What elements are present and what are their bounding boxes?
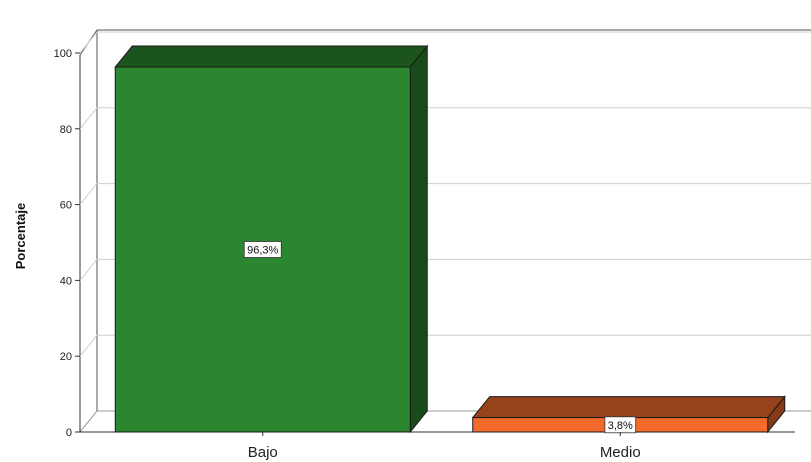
data-label-box: [243, 241, 282, 258]
y-tick-label: 80: [60, 124, 72, 136]
gridline: [79, 183, 811, 205]
gridline: [79, 107, 811, 130]
y-tick-label: 0: [66, 427, 72, 439]
bar-side-face: [409, 44, 428, 434]
bar-bajo: [114, 44, 429, 434]
y-axis-label: Porcentaje: [13, 203, 28, 269]
data-label: 3,8%: [604, 416, 637, 434]
gridline: [79, 334, 811, 357]
bars: 96,3% 3,8%: [114, 44, 786, 434]
data-label-text: 3,8%: [608, 420, 633, 432]
y-tick-label: 100: [54, 48, 72, 60]
y-tick-label: 40: [60, 275, 72, 287]
y-tick-label: 60: [60, 200, 72, 212]
gridline: [79, 31, 811, 54]
y-tick-label: 20: [60, 351, 72, 363]
bar-medio: [471, 395, 786, 434]
data-label-text: 96,3%: [247, 245, 278, 257]
bar-top-face: [471, 396, 786, 419]
bar-top-face: [114, 45, 429, 68]
gridlines: [79, 31, 811, 357]
data-label: 96,3%: [243, 241, 282, 258]
category-label: Bajo: [248, 444, 278, 461]
x-axis-categories: Bajo Medio: [248, 432, 641, 461]
gridline: [79, 258, 811, 281]
category-label: Medio: [600, 444, 641, 461]
y-axis-ticks: 0 20 40 60 80 100: [54, 48, 80, 439]
